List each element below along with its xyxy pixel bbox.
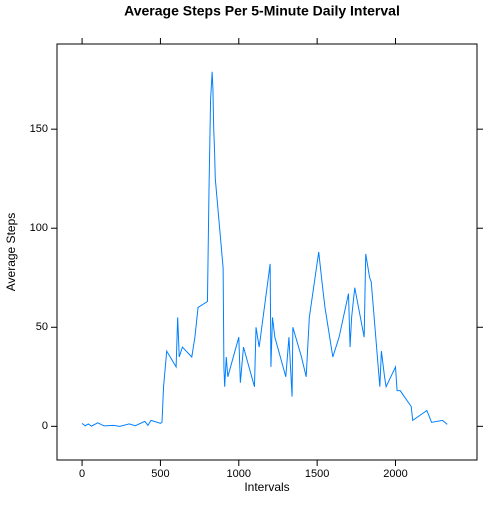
x-tick-label: 1500 (305, 468, 329, 480)
x-tick-label: 500 (151, 468, 169, 480)
y-tick-label: 50 (36, 321, 48, 333)
y-tick-label: 150 (30, 123, 48, 135)
y-axis-label: Average Steps (4, 213, 18, 292)
x-tick-label: 0 (79, 468, 85, 480)
plot-frame (56, 43, 478, 461)
x-tick-label: 1000 (227, 468, 251, 480)
y-tick-label: 0 (42, 420, 48, 432)
x-tick-label: 2000 (383, 468, 407, 480)
chart-title: Average Steps Per 5-Minute Daily Interva… (124, 3, 400, 19)
data-line (81, 71, 448, 427)
x-axis-label: Intervals (244, 480, 289, 494)
y-tick-label: 100 (30, 222, 48, 234)
